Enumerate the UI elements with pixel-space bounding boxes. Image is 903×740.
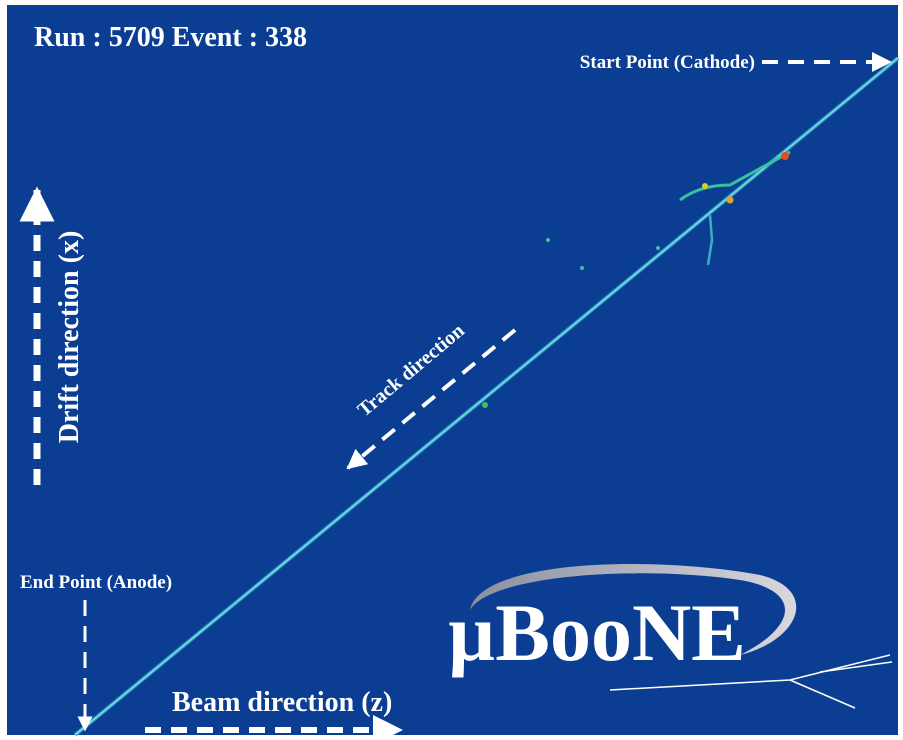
logo: µBooNE (448, 564, 893, 709)
logo-text: µBooNE (448, 587, 746, 678)
start-label: Start Point (Cathode) (580, 52, 755, 73)
background (7, 5, 898, 735)
arrows (19, 52, 892, 740)
run-label: Run : 5709 Event : 338 (34, 22, 307, 53)
beam-label: Beam direction (z) (172, 687, 392, 718)
end-label: End Point (Anode) (20, 572, 172, 593)
track (73, 56, 900, 737)
drift-label: Drift direction (x) (54, 231, 85, 444)
